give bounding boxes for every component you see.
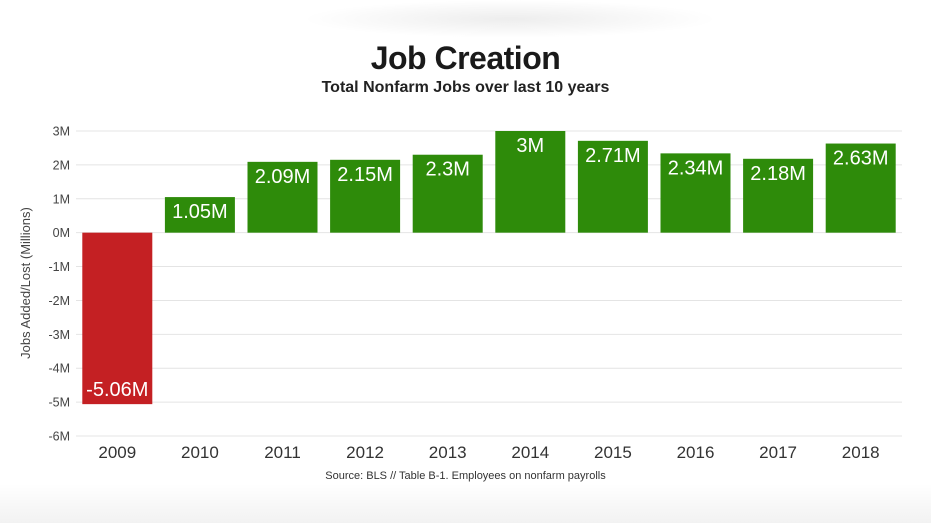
x-axis-ticks: 2009 2010 2011 2012 2013 2014 2015 2016 2017 2018	[98, 443, 879, 462]
y-axis-label: Jobs Added/Lost (Millions)	[18, 207, 33, 359]
chart-title: Job Creation	[370, 40, 561, 76]
x-tick-label: 2013	[429, 443, 467, 462]
bar-2016	[660, 153, 731, 233]
source-note: Source: BLS // Table B-1. Employees on n…	[325, 470, 606, 482]
chart-subtitle: Total Nonfarm Jobs over last 10 years	[321, 79, 610, 96]
bar-2013	[412, 154, 483, 233]
bar-2014	[495, 131, 566, 233]
x-tick-label: 2018	[842, 443, 880, 462]
y-tick-label: -1M	[48, 260, 70, 274]
bar-2017	[743, 158, 814, 233]
data-label: 1.05M	[172, 201, 228, 223]
top-shade	[300, 0, 720, 38]
data-label: -5.06M	[86, 379, 148, 401]
x-tick-label: 2011	[264, 443, 301, 462]
bar-2010	[164, 197, 235, 233]
y-tick-label: 3M	[53, 125, 70, 139]
y-tick-label: -3M	[48, 328, 70, 342]
bar-2011	[247, 161, 318, 233]
data-label: 2.15M	[337, 164, 393, 186]
data-label: 2.09M	[255, 166, 311, 188]
data-label: 2.71M	[585, 145, 641, 167]
y-tick-label: -2M	[48, 294, 70, 308]
bar-2009	[82, 232, 153, 405]
y-tick-label: -5M	[48, 396, 70, 410]
x-tick-label: 2015	[594, 443, 632, 462]
y-axis-ticks: 3M 2M 1M 0M -1M -2M -3M -4M -5M -6M	[48, 125, 70, 444]
y-tick-label: 1M	[53, 192, 70, 206]
data-label: 2.34M	[668, 157, 724, 179]
x-tick-label: 2012	[346, 443, 384, 462]
y-tick-label: -4M	[48, 362, 70, 376]
data-label: 2.63M	[833, 148, 889, 170]
x-tick-label: 2014	[511, 443, 549, 462]
data-labels: -5.06M 1.05M 2.09M 2.15M 2.3M 3M 2.71M 2.34M 2.1…	[86, 135, 888, 401]
bar-2015	[577, 140, 648, 233]
x-tick-label: 2009	[98, 443, 136, 462]
x-tick-label: 2010	[181, 443, 219, 462]
y-tick-label: 0M	[53, 226, 70, 240]
x-tick-label: 2017	[759, 443, 797, 462]
data-label: 2.18M	[750, 163, 806, 185]
bars	[82, 131, 896, 405]
bar-2012	[330, 159, 401, 233]
y-tick-label: 2M	[53, 158, 70, 172]
bottom-shade	[0, 483, 931, 523]
data-label: 2.3M	[425, 159, 469, 181]
data-label: 3M	[516, 135, 544, 157]
bar-2018	[825, 143, 896, 233]
x-tick-label: 2016	[677, 443, 715, 462]
y-tick-label: -6M	[48, 430, 70, 444]
